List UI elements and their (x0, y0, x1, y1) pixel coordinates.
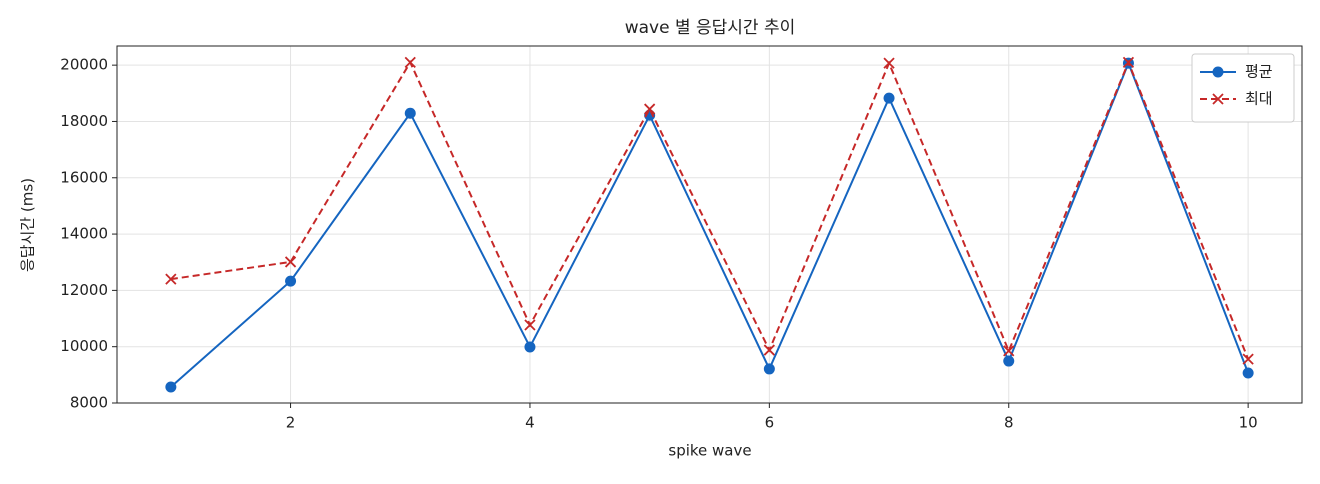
y-axis-label: 응답시간 (ms) (19, 178, 37, 272)
y-tick-label: 12000 (60, 281, 108, 299)
legend-label: 평균 (1245, 63, 1273, 81)
marker (644, 103, 656, 115)
x-tick-label: 2 (286, 414, 296, 432)
plot-frame (116, 45, 1303, 404)
marker (284, 256, 297, 268)
y-tick-label: 18000 (60, 112, 108, 130)
series-line (170, 60, 1250, 388)
marker (883, 92, 895, 104)
marker (404, 56, 416, 68)
x-tick-label: 10 (1239, 414, 1258, 432)
x-tick-label: 6 (765, 414, 775, 432)
marker (404, 107, 416, 119)
marker (763, 363, 775, 375)
marker (883, 57, 895, 69)
x-tick-label: 4 (525, 414, 535, 432)
marker (1003, 355, 1015, 367)
x-tick-label: 8 (1004, 414, 1014, 432)
marker (165, 381, 177, 393)
marker (1242, 367, 1254, 379)
y-tick-label: 14000 (60, 225, 108, 243)
legend-box (1191, 53, 1295, 123)
chart-title: wave 별 응답시간 추이 (625, 18, 796, 38)
marker (1212, 66, 1224, 78)
marker (1122, 56, 1135, 68)
marker (524, 341, 536, 353)
marker (763, 344, 775, 356)
marker (524, 319, 536, 331)
marker (1003, 345, 1015, 357)
marker (285, 275, 297, 287)
legend-label: 최대 (1245, 90, 1273, 108)
y-tick-label: 10000 (60, 337, 108, 355)
marker (1242, 353, 1254, 365)
marker (165, 273, 177, 285)
marker (1212, 93, 1224, 105)
y-tick-label: 20000 (60, 56, 108, 74)
y-tick-label: 16000 (60, 168, 108, 186)
y-tick-label: 8000 (70, 394, 108, 412)
x-axis-label: spike wave (668, 442, 751, 460)
series-line (170, 59, 1250, 360)
